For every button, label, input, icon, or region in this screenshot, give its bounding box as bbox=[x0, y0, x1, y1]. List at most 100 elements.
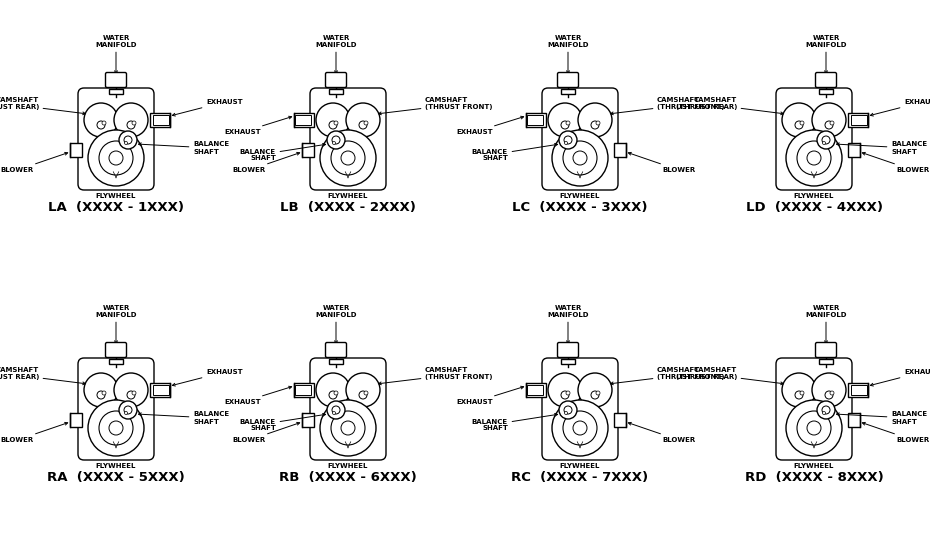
Text: FLYWHEEL: FLYWHEEL bbox=[96, 463, 136, 469]
Circle shape bbox=[596, 391, 600, 395]
Text: EXHAUST: EXHAUST bbox=[224, 116, 291, 135]
Circle shape bbox=[332, 406, 340, 414]
Circle shape bbox=[782, 103, 816, 137]
Text: EXHAUST: EXHAUST bbox=[870, 99, 931, 116]
Circle shape bbox=[552, 130, 608, 186]
FancyBboxPatch shape bbox=[542, 88, 618, 190]
Circle shape bbox=[316, 103, 350, 137]
Circle shape bbox=[566, 121, 570, 125]
Circle shape bbox=[548, 103, 582, 137]
Bar bbox=[561, 89, 575, 94]
Circle shape bbox=[346, 373, 380, 407]
Circle shape bbox=[563, 411, 597, 445]
Circle shape bbox=[329, 391, 337, 399]
Bar bbox=[294, 113, 314, 127]
Text: FLYWHEEL: FLYWHEEL bbox=[96, 193, 136, 199]
FancyBboxPatch shape bbox=[105, 73, 127, 87]
Text: BLOWER: BLOWER bbox=[628, 152, 695, 173]
Circle shape bbox=[807, 421, 821, 435]
Circle shape bbox=[591, 391, 599, 399]
Bar bbox=[153, 115, 169, 125]
Bar bbox=[848, 383, 868, 397]
Circle shape bbox=[127, 391, 135, 399]
FancyBboxPatch shape bbox=[816, 343, 836, 358]
Bar bbox=[295, 115, 311, 125]
Text: EXHAUST: EXHAUST bbox=[456, 386, 523, 405]
Circle shape bbox=[332, 411, 335, 415]
Circle shape bbox=[800, 391, 804, 395]
Text: BALANCE
SHAFT: BALANCE SHAFT bbox=[836, 141, 927, 155]
Circle shape bbox=[548, 373, 582, 407]
Circle shape bbox=[364, 391, 368, 395]
Text: BALANCE
SHAFT: BALANCE SHAFT bbox=[836, 411, 927, 425]
Circle shape bbox=[596, 121, 600, 125]
Text: CAMSHAFT
(THRUST REAR): CAMSHAFT (THRUST REAR) bbox=[0, 367, 86, 384]
Circle shape bbox=[786, 130, 842, 186]
Circle shape bbox=[320, 400, 376, 456]
FancyBboxPatch shape bbox=[558, 73, 578, 87]
Circle shape bbox=[559, 131, 577, 149]
Circle shape bbox=[564, 411, 568, 415]
Circle shape bbox=[327, 401, 345, 419]
Text: RC  (XXXX - 7XXX): RC (XXXX - 7XXX) bbox=[511, 471, 649, 485]
Bar bbox=[295, 385, 311, 395]
Circle shape bbox=[125, 411, 128, 415]
Circle shape bbox=[822, 411, 826, 415]
Circle shape bbox=[114, 373, 148, 407]
Circle shape bbox=[320, 130, 376, 186]
Circle shape bbox=[84, 103, 118, 137]
Circle shape bbox=[559, 401, 577, 419]
Text: LA  (XXXX - 1XXX): LA (XXXX - 1XXX) bbox=[48, 201, 184, 214]
Text: LB  (XXXX - 2XXX): LB (XXXX - 2XXX) bbox=[280, 201, 416, 214]
Text: CAMSHAFT
(THRUST FRONT): CAMSHAFT (THRUST FRONT) bbox=[611, 97, 724, 115]
Circle shape bbox=[830, 391, 834, 395]
Circle shape bbox=[817, 401, 835, 419]
Circle shape bbox=[578, 103, 612, 137]
Text: BALANCE
SHAFT: BALANCE SHAFT bbox=[472, 144, 558, 162]
Circle shape bbox=[341, 151, 355, 165]
Circle shape bbox=[830, 121, 834, 125]
Bar bbox=[526, 383, 546, 397]
Circle shape bbox=[591, 121, 599, 129]
FancyBboxPatch shape bbox=[78, 88, 154, 190]
Circle shape bbox=[825, 121, 833, 129]
Text: WATER
MANIFOLD: WATER MANIFOLD bbox=[316, 305, 357, 344]
Text: LD  (XXXX - 4XXX): LD (XXXX - 4XXX) bbox=[746, 201, 883, 214]
Circle shape bbox=[84, 373, 118, 407]
Circle shape bbox=[119, 131, 137, 149]
Bar bbox=[851, 385, 867, 395]
Circle shape bbox=[97, 391, 105, 399]
Circle shape bbox=[334, 391, 338, 395]
Circle shape bbox=[88, 400, 144, 456]
FancyBboxPatch shape bbox=[326, 73, 346, 87]
Circle shape bbox=[563, 141, 597, 175]
Bar bbox=[819, 89, 833, 94]
Text: BALANCE
SHAFT: BALANCE SHAFT bbox=[139, 141, 229, 155]
Text: LC  (XXXX - 3XXX): LC (XXXX - 3XXX) bbox=[512, 201, 648, 214]
Text: FLYWHEEL: FLYWHEEL bbox=[794, 193, 834, 199]
Text: FLYWHEEL: FLYWHEEL bbox=[794, 463, 834, 469]
Text: CAMSHAFT
(THRUST REAR): CAMSHAFT (THRUST REAR) bbox=[0, 97, 86, 115]
Circle shape bbox=[825, 391, 833, 399]
Text: RA  (XXXX - 5XXX): RA (XXXX - 5XXX) bbox=[47, 471, 185, 485]
FancyBboxPatch shape bbox=[78, 358, 154, 460]
Circle shape bbox=[797, 141, 831, 175]
Circle shape bbox=[822, 136, 830, 144]
Circle shape bbox=[807, 151, 821, 165]
Text: FLYWHEEL: FLYWHEEL bbox=[328, 463, 368, 469]
FancyBboxPatch shape bbox=[310, 88, 386, 190]
Circle shape bbox=[132, 121, 136, 125]
Circle shape bbox=[822, 406, 830, 414]
Text: BALANCE
SHAFT: BALANCE SHAFT bbox=[139, 411, 229, 425]
Text: BLOWER: BLOWER bbox=[862, 422, 929, 443]
Circle shape bbox=[327, 131, 345, 149]
Circle shape bbox=[795, 391, 803, 399]
Text: EXHAUST: EXHAUST bbox=[224, 386, 291, 405]
Circle shape bbox=[561, 121, 569, 129]
Text: BLOWER: BLOWER bbox=[862, 152, 929, 173]
Text: BLOWER: BLOWER bbox=[233, 152, 300, 173]
FancyBboxPatch shape bbox=[326, 343, 346, 358]
Bar bbox=[150, 113, 170, 127]
Circle shape bbox=[102, 391, 106, 395]
FancyBboxPatch shape bbox=[776, 88, 852, 190]
